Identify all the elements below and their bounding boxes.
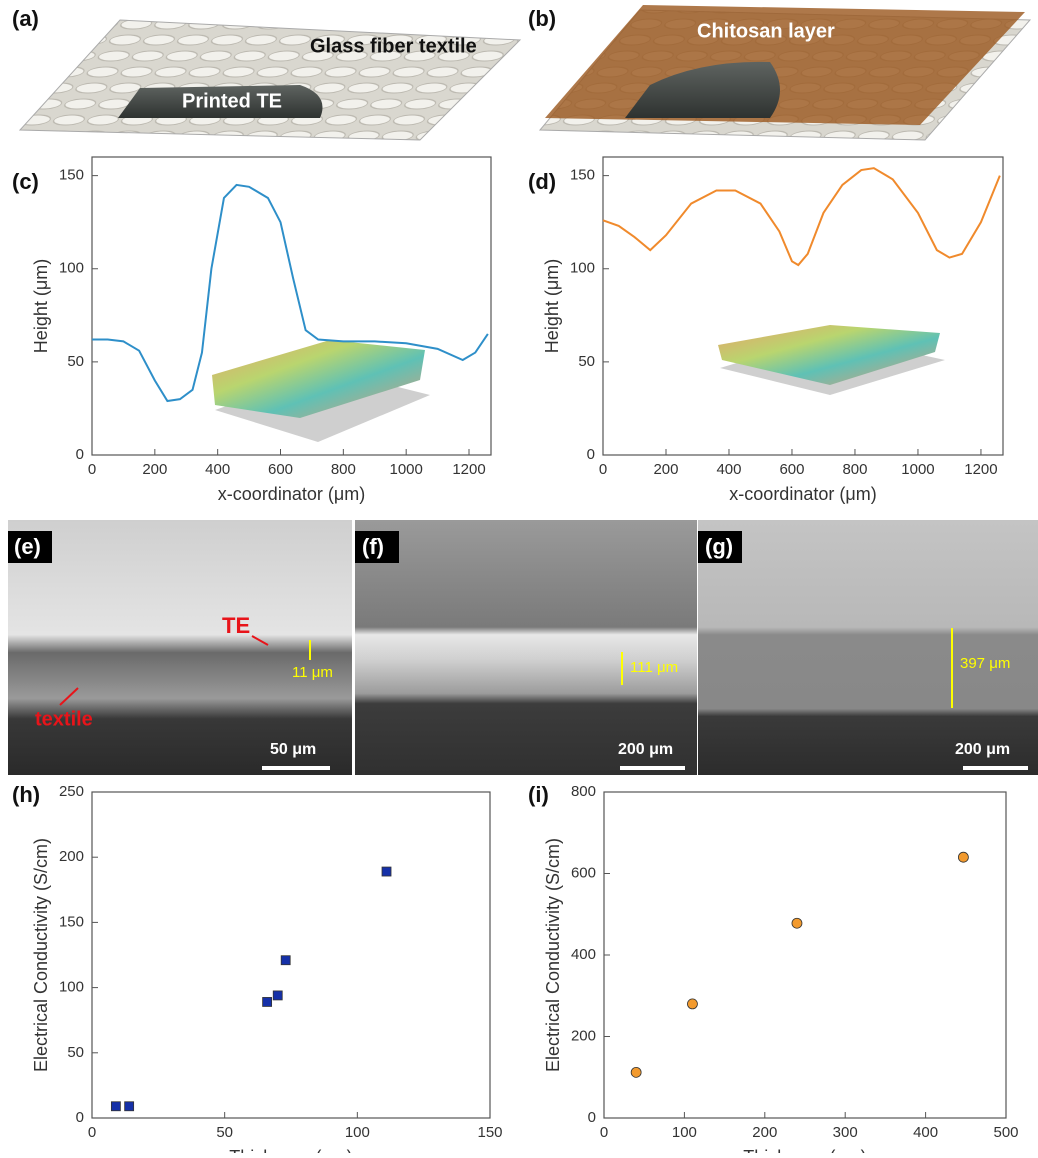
te-label: Printed TE: [182, 90, 282, 112]
layer-label: Chitosan layer: [697, 20, 835, 42]
y-tick-label: 0: [76, 1109, 84, 1126]
panel-label: (e): [14, 534, 41, 559]
data-point: [382, 867, 391, 876]
thickness-label: 111 μm: [630, 659, 678, 676]
y-tick-label: 0: [76, 446, 84, 463]
x-tick-label: 800: [842, 461, 867, 478]
x-axis-label: x-coordinator (μm): [729, 484, 876, 504]
figure: (a) Glass fiber textile Printed TE (b) C…: [0, 0, 1038, 1153]
data-point: [111, 1102, 120, 1111]
y-tick-label: 150: [59, 913, 84, 930]
y-axis-label: Electrical Conductivity (S/cm): [543, 838, 563, 1072]
thickness-label: 11 μm: [292, 664, 333, 681]
y-tick-label: 100: [59, 979, 84, 996]
y-tick-label: 150: [570, 167, 595, 184]
y-axis-label: Height (μm): [31, 259, 51, 353]
panel-label: (i): [528, 782, 549, 807]
x-tick-label: 400: [716, 461, 741, 478]
x-tick-label: 1000: [901, 461, 934, 478]
scale-bar-label: 200 μm: [955, 741, 1010, 758]
y-tick-label: 100: [59, 260, 84, 277]
panel-label: (c): [12, 169, 39, 194]
y-tick-label: 200: [59, 848, 84, 865]
surface-inset-c: [212, 340, 430, 442]
x-tick-label: 500: [993, 1124, 1018, 1141]
data-line: [603, 168, 1000, 265]
x-tick-label: 100: [672, 1124, 697, 1141]
x-tick-label: 0: [88, 1124, 96, 1141]
plot-frame: [603, 157, 1003, 455]
data-point: [792, 918, 802, 928]
x-tick-label: 800: [331, 461, 356, 478]
y-tick-label: 50: [67, 1044, 84, 1061]
panel-label: (h): [12, 782, 40, 807]
plot-frame: [604, 792, 1006, 1118]
data-point: [125, 1102, 134, 1111]
data-point: [273, 991, 282, 1000]
x-tick-label: 0: [599, 461, 607, 478]
surface-inset-d: [718, 325, 945, 395]
sem-image-f: [355, 520, 697, 775]
y-tick-label: 0: [588, 1109, 596, 1126]
te-label: TE: [222, 613, 250, 638]
x-tick-label: 0: [600, 1124, 608, 1141]
y-tick-label: 250: [59, 783, 84, 800]
data-point: [263, 997, 272, 1006]
x-tick-label: 600: [779, 461, 804, 478]
x-tick-label: 1200: [964, 461, 997, 478]
x-axis-label: Thickness (μm): [229, 1147, 352, 1153]
x-tick-label: 400: [205, 461, 230, 478]
panel-label: (b): [528, 6, 556, 31]
plot-frame: [92, 792, 490, 1118]
y-tick-label: 400: [571, 946, 596, 963]
data-point: [631, 1067, 641, 1077]
y-tick-label: 50: [578, 353, 595, 370]
x-tick-label: 0: [88, 461, 96, 478]
x-tick-label: 200: [752, 1124, 777, 1141]
x-tick-label: 1000: [389, 461, 422, 478]
y-tick-label: 200: [571, 1027, 596, 1044]
x-tick-label: 150: [477, 1124, 502, 1141]
x-tick-label: 400: [913, 1124, 938, 1141]
y-tick-label: 800: [571, 783, 596, 800]
x-axis-label: Thickness (μm): [743, 1147, 866, 1153]
panel-label: (a): [12, 6, 39, 31]
data-point: [687, 999, 697, 1009]
y-axis-label: Electrical Conductivity (S/cm): [31, 838, 51, 1072]
y-axis-label: Height (μm): [542, 259, 562, 353]
thickness-label: 397 μm: [960, 655, 1010, 672]
sem-image-e: [8, 520, 352, 775]
x-tick-label: 1200: [452, 461, 485, 478]
y-tick-label: 600: [571, 864, 596, 881]
y-tick-label: 100: [570, 260, 595, 277]
textile-label: textile: [35, 708, 93, 730]
sem-image-g: [698, 520, 1038, 775]
panel-label: (f): [362, 534, 384, 559]
x-tick-label: 50: [216, 1124, 233, 1141]
scale-bar-label: 200 μm: [618, 741, 673, 758]
x-axis-label: x-coordinator (μm): [218, 484, 365, 504]
x-tick-label: 200: [653, 461, 678, 478]
x-tick-label: 600: [268, 461, 293, 478]
data-point: [281, 956, 290, 965]
data-point: [958, 852, 968, 862]
scale-bar-label: 50 μm: [270, 741, 316, 758]
y-tick-label: 0: [587, 446, 595, 463]
textile-label: Glass fiber textile: [310, 35, 477, 57]
x-tick-label: 200: [142, 461, 167, 478]
panel-label: (d): [528, 169, 556, 194]
x-tick-label: 300: [833, 1124, 858, 1141]
x-tick-label: 100: [345, 1124, 370, 1141]
y-tick-label: 50: [67, 353, 84, 370]
panel-label: (g): [705, 534, 733, 559]
y-tick-label: 150: [59, 167, 84, 184]
